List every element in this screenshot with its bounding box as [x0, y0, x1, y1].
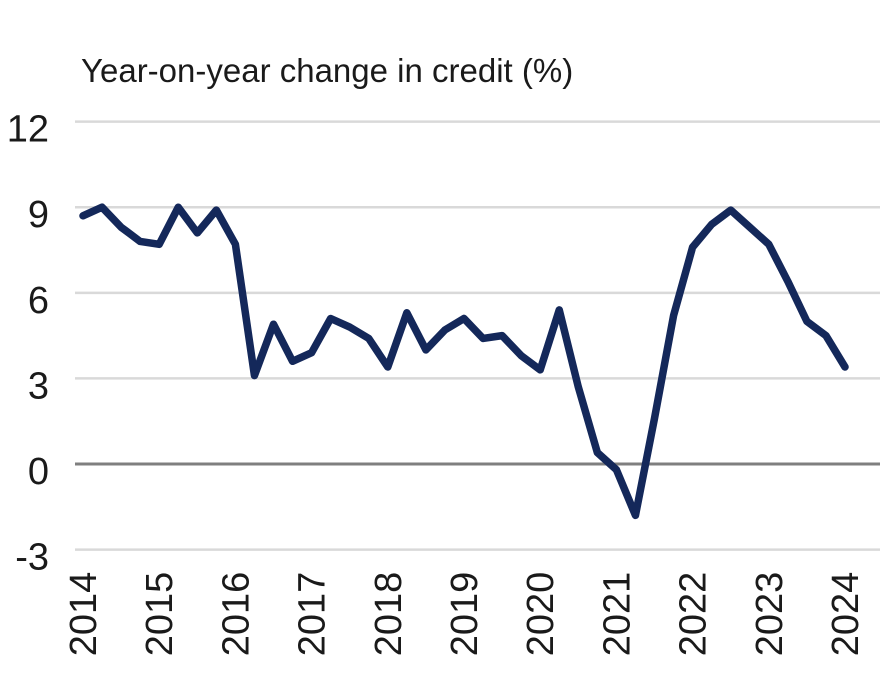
x-tick-label: 2023: [749, 572, 791, 657]
y-tick-label: 3: [28, 365, 49, 407]
x-tick-label: 2019: [444, 572, 486, 657]
x-tick-label: 2024: [825, 572, 867, 657]
y-tick-label: 6: [28, 280, 49, 322]
y-tick-label: 12: [7, 109, 49, 151]
x-tick-label: 2020: [520, 572, 562, 657]
y-tick-label: 9: [28, 194, 49, 236]
x-tick-label: 2018: [368, 572, 410, 657]
x-tick-label: 2017: [292, 572, 334, 657]
y-tick-label: 0: [28, 451, 49, 493]
x-tick-label: 2016: [215, 572, 257, 657]
x-tick-label: 2021: [596, 572, 638, 657]
chart-title: Year-on-year change in credit (%): [81, 52, 574, 89]
y-tick-label: -3: [15, 537, 49, 579]
credit-line-series: [79, 203, 849, 520]
x-tick-label: 2022: [673, 572, 715, 657]
x-tick-label: 2015: [139, 572, 181, 657]
x-tick-label: 2014: [63, 572, 105, 657]
